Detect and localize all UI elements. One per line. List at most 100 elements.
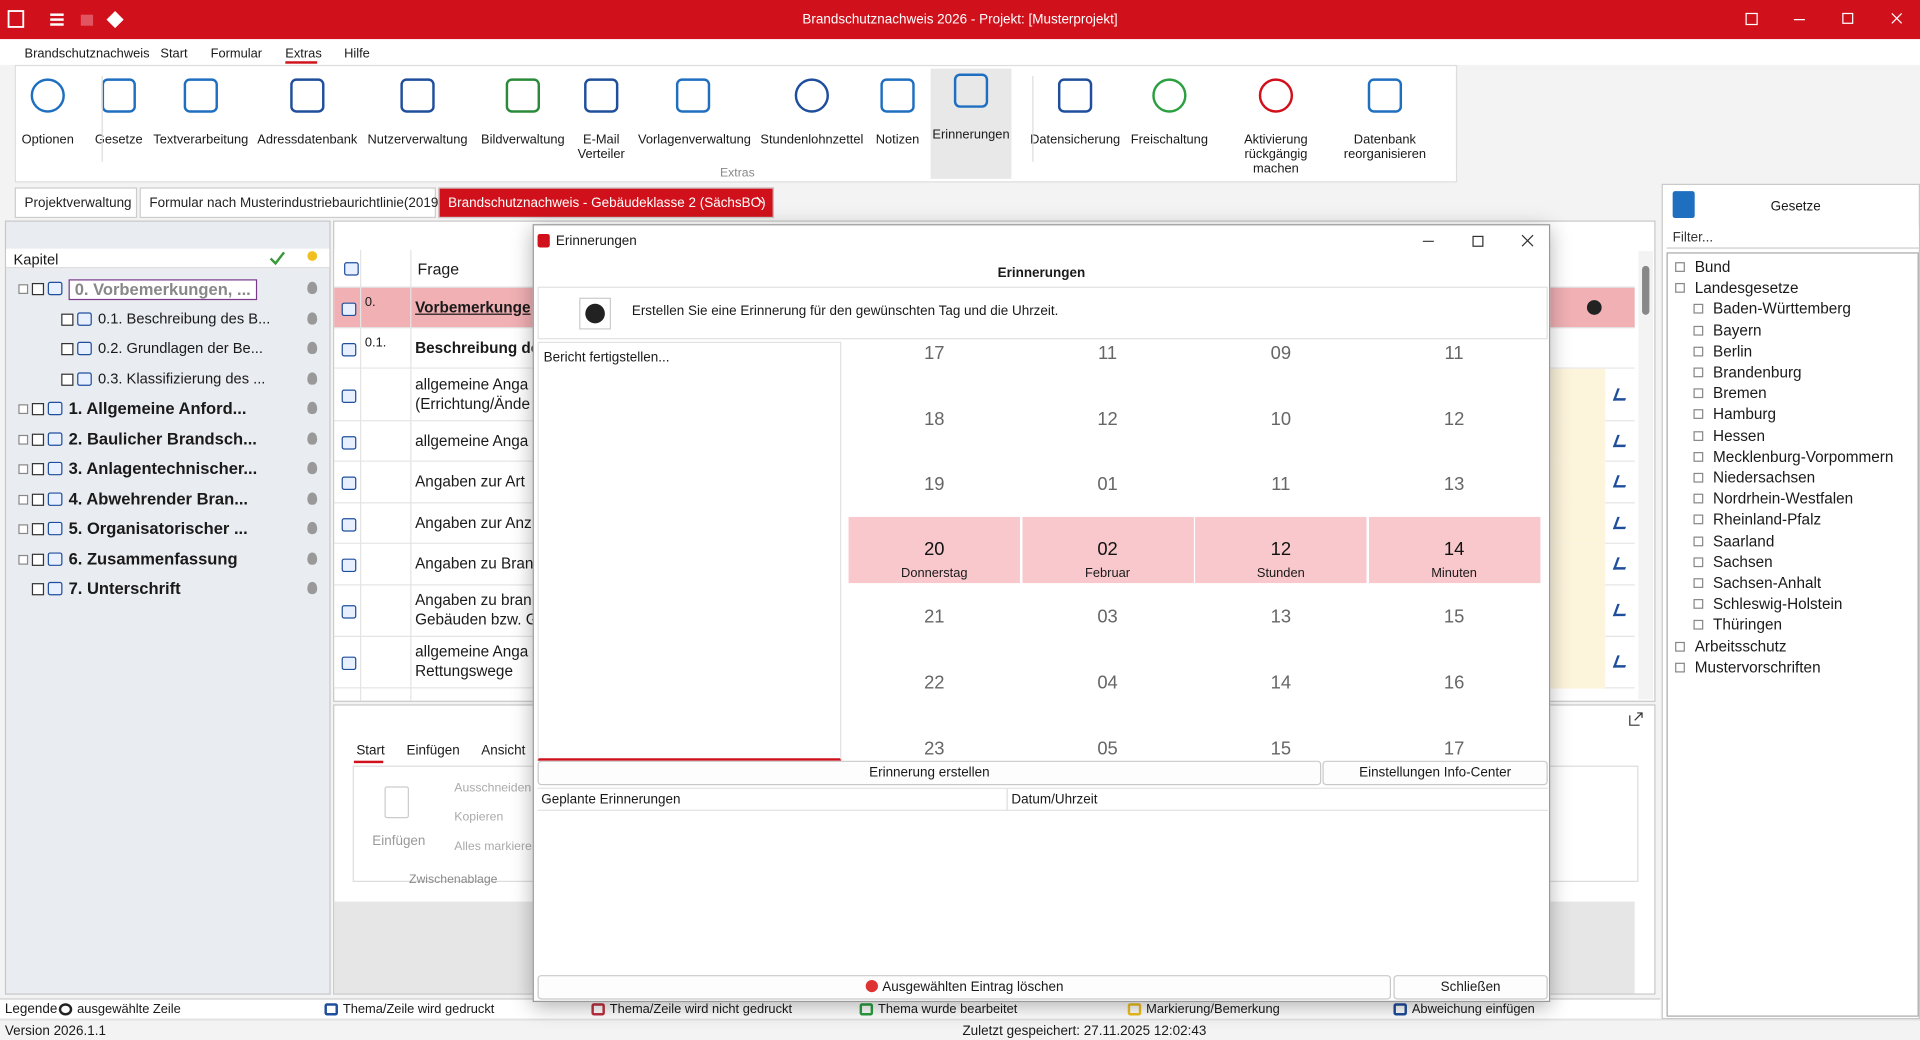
document-tab[interactable]: Projektverwaltung: [14, 187, 138, 219]
picker-value[interactable]: 11: [1444, 342, 1464, 364]
picker-value[interactable]: 23: [924, 738, 945, 760]
clipboard-action[interactable]: Kopieren: [454, 810, 504, 825]
picker-value[interactable]: 15: [1443, 606, 1465, 628]
chapter-row[interactable]: 5. Organisatorischer ...: [6, 516, 329, 543]
editor-tab[interactable]: Einfügen: [406, 743, 460, 759]
menu-item[interactable]: Formular: [210, 46, 263, 62]
expander[interactable]: [1693, 536, 1704, 546]
ribbon-button[interactable]: Nutzerverwaltung: [366, 73, 469, 171]
clipboard-action[interactable]: Alles markieren: [454, 840, 539, 854]
selected-cell[interactable]: [848, 516, 1021, 584]
create-button[interactable]: Erinnerung erstellen: [537, 760, 1322, 786]
chapter-row[interactable]: 0.3. Klassifizierung des ...: [6, 366, 329, 393]
close-button[interactable]: Schließen: [1393, 975, 1548, 1000]
expander[interactable]: [1693, 451, 1704, 462]
ribbon-button[interactable]: Textverarbeitung: [152, 73, 250, 171]
picker-value[interactable]: 22: [924, 672, 945, 694]
filter-box[interactable]: Filter...: [1666, 226, 1919, 249]
deviation-icon[interactable]: [1612, 655, 1630, 668]
expander[interactable]: [1693, 599, 1704, 610]
selected-cell[interactable]: [1195, 516, 1367, 584]
chapter-row[interactable]: 1. Allgemeine Anford...: [6, 396, 329, 423]
picker-value[interactable]: 11: [1271, 474, 1291, 495]
chapter-row[interactable]: 0.1. Beschreibung des B...: [6, 306, 329, 333]
menu-item[interactable]: Brandschutznachweis: [24, 46, 150, 62]
picker-value[interactable]: 12: [1443, 409, 1465, 430]
picker-value[interactable]: 21: [924, 606, 945, 628]
ribbon-button[interactable]: Datenbank reorganisieren: [1342, 73, 1428, 171]
chapter-row[interactable]: 6. Zusammenfassung: [6, 546, 329, 573]
action-icon[interactable]: [1586, 300, 1602, 315]
picker-value[interactable]: 11: [1098, 342, 1118, 364]
tree-node[interactable]: Schleswig-Holstein: [1713, 595, 1843, 613]
tree-node[interactable]: Landesgesetze: [1694, 279, 1799, 297]
selected-cell[interactable]: [1368, 516, 1540, 584]
selected-value[interactable]: 02: [1097, 538, 1118, 560]
menu-item[interactable]: Hilfe: [344, 46, 370, 62]
expander[interactable]: [1675, 262, 1685, 272]
ribbon-button[interactable]: Bildverwaltung: [479, 73, 567, 171]
ribbon-button[interactable]: Datensicherung: [1030, 73, 1121, 171]
ribbon-button[interactable]: Erinnerungen: [930, 68, 1012, 179]
expander[interactable]: [1693, 388, 1704, 399]
picker-value[interactable]: 10: [1270, 409, 1292, 430]
chapter-row[interactable]: 3. Anlagentechnischer...: [6, 456, 329, 483]
deviation-icon[interactable]: [1612, 387, 1630, 400]
ribbon-button[interactable]: Optionen: [17, 73, 78, 171]
expander[interactable]: [1675, 662, 1685, 673]
menu-item[interactable]: Start: [160, 46, 188, 62]
delete-button[interactable]: Ausgewählten Eintrag löschen: [537, 975, 1392, 1000]
tree-node[interactable]: Saarland: [1713, 532, 1775, 550]
tree-node[interactable]: Mustervorschriften: [1694, 658, 1821, 676]
chapter-row[interactable]: 0.2. Grundlagen der Be...: [6, 336, 329, 363]
expander[interactable]: [1693, 472, 1704, 483]
ribbon-button[interactable]: Vorlagenverwaltung: [638, 73, 751, 171]
expander[interactable]: [1693, 409, 1704, 420]
deviation-icon[interactable]: [1612, 603, 1630, 617]
tree-node[interactable]: Rheinland-Pfalz: [1713, 511, 1822, 529]
ribbon-button[interactable]: Freischaltung: [1129, 73, 1210, 171]
tree-node[interactable]: Sachsen-Anhalt: [1713, 574, 1822, 592]
picker-value[interactable]: 12: [1097, 409, 1118, 430]
tree-node[interactable]: Nordrhein-Westfalen: [1713, 490, 1854, 508]
picker-value[interactable]: 15: [1270, 738, 1292, 760]
picker-value[interactable]: 09: [1270, 342, 1292, 364]
expander[interactable]: [1693, 557, 1704, 567]
menu-item[interactable]: Extras: [285, 46, 322, 62]
document-tab[interactable]: Brandschutznachweis - Gebäudeklasse 2 (S…: [438, 187, 774, 219]
tree-node[interactable]: Brandenburg: [1713, 363, 1802, 381]
deviation-icon[interactable]: [1612, 516, 1630, 529]
chapter-row[interactable]: 0. Vorbemerkungen, ...: [6, 276, 329, 303]
picker-value[interactable]: 01: [1097, 474, 1118, 495]
picker-value[interactable]: 03: [1097, 606, 1118, 628]
tree-node[interactable]: Bayern: [1713, 321, 1762, 339]
picker-value[interactable]: 13: [1443, 474, 1465, 495]
picker-value[interactable]: 16: [1443, 672, 1465, 694]
expander[interactable]: [1693, 578, 1704, 588]
ribbon-button[interactable]: Adressdatenbank: [257, 73, 357, 171]
deviation-icon[interactable]: [1612, 557, 1630, 570]
expander[interactable]: [1675, 641, 1685, 652]
selected-cell[interactable]: [1021, 516, 1194, 584]
tree-node[interactable]: Thüringen: [1713, 616, 1782, 634]
popout-icon[interactable]: [1627, 710, 1644, 727]
document-tab[interactable]: Formular nach Musterindustriebaurichtlin…: [139, 187, 443, 219]
tree-node[interactable]: Hessen: [1713, 427, 1765, 445]
expander[interactable]: [1693, 514, 1704, 525]
picker-value[interactable]: 05: [1097, 738, 1118, 760]
tree-node[interactable]: Niedersachsen: [1713, 469, 1816, 487]
clipboard-action[interactable]: Ausschneiden: [454, 781, 532, 796]
chapter-row[interactable]: 7. Unterschrift: [6, 576, 329, 603]
picker-value[interactable]: 17: [1443, 738, 1465, 760]
tree-node[interactable]: Mecklenburg-Vorpommern: [1713, 448, 1894, 466]
scroll-thumb[interactable]: [1642, 265, 1650, 315]
ribbon-button[interactable]: Gesetze: [94, 73, 143, 171]
tree-node[interactable]: Bremen: [1713, 384, 1767, 403]
tree-node[interactable]: Sachsen: [1713, 553, 1773, 571]
selected-value[interactable]: 20: [924, 538, 945, 560]
tree-node[interactable]: Hamburg: [1713, 405, 1777, 424]
ribbon-button[interactable]: Stundenlohnzettel: [760, 73, 863, 171]
expander[interactable]: [1693, 346, 1704, 357]
expander[interactable]: [1693, 430, 1704, 441]
picker-value[interactable]: 14: [1270, 672, 1292, 694]
